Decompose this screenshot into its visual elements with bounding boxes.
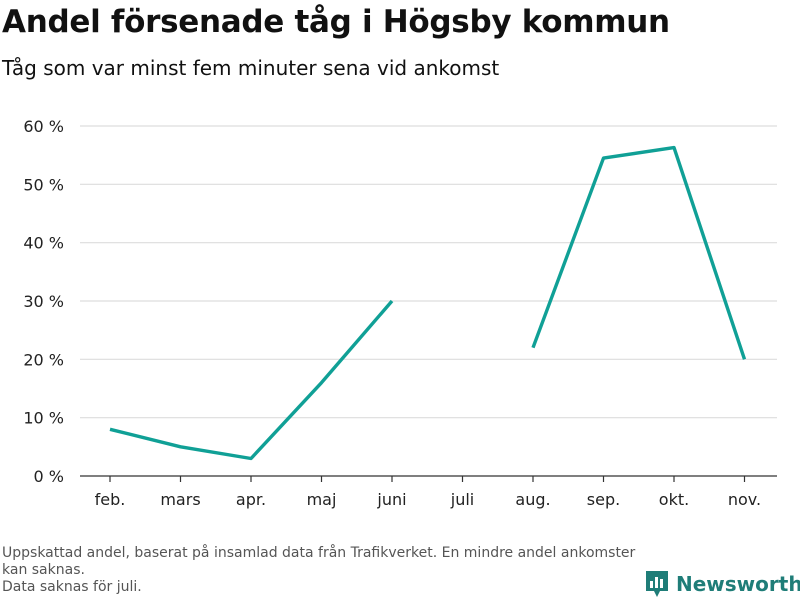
footnote-line-2: Data saknas för juli. [2, 579, 142, 595]
grid-lines [80, 125, 777, 419]
y-axis: 0 % 10 % 20 % 30 % 40 % 50 % 60 % [23, 117, 64, 486]
y-tick-label: 60 % [23, 117, 64, 136]
x-tick-label: aug. [515, 490, 550, 509]
x-tick-label: feb. [95, 490, 126, 509]
footnote: Uppskattad andel, baserat på insamlad da… [2, 545, 642, 596]
y-tick-label: 10 % [23, 409, 64, 428]
y-tick-label: 40 % [23, 234, 64, 253]
y-tick-label: 20 % [23, 350, 64, 369]
x-tick-label: okt. [659, 490, 689, 509]
x-tick-label: apr. [236, 490, 266, 509]
y-tick-label: 30 % [23, 292, 64, 311]
x-tick-label: juli [450, 490, 474, 509]
newsworthy-logo-icon [646, 571, 668, 597]
x-axis: feb. mars apr. maj juni juli aug. sep. okt. nov. [80, 475, 777, 509]
x-tick-label: sep. [587, 490, 620, 509]
brand-logo: Newsworthy [644, 569, 800, 599]
line-chart: 0 % 10 % 20 % 30 % 40 % 50 % 60 % feb. mars apr.… [23, 117, 777, 509]
x-tick-label: juni [376, 490, 406, 509]
x-tick-label: maj [307, 490, 337, 509]
series-line-segment [531, 145, 747, 360]
brand-name: Newsworthy [676, 572, 800, 596]
footnote-line-1: Uppskattad andel, baserat på insamlad da… [2, 545, 636, 578]
x-tick-label: nov. [728, 490, 761, 509]
y-tick-label: 0 % [34, 467, 64, 486]
y-tick-label: 50 % [23, 175, 64, 194]
series-lines [109, 145, 747, 461]
x-tick-label: mars [160, 490, 200, 509]
chart-subtitle: Tåg som var minst fem minuter sena vid a… [2, 56, 500, 80]
chart-title: Andel försenade tåg i Högsby kommun [2, 4, 670, 40]
series-line-segment [109, 299, 394, 461]
